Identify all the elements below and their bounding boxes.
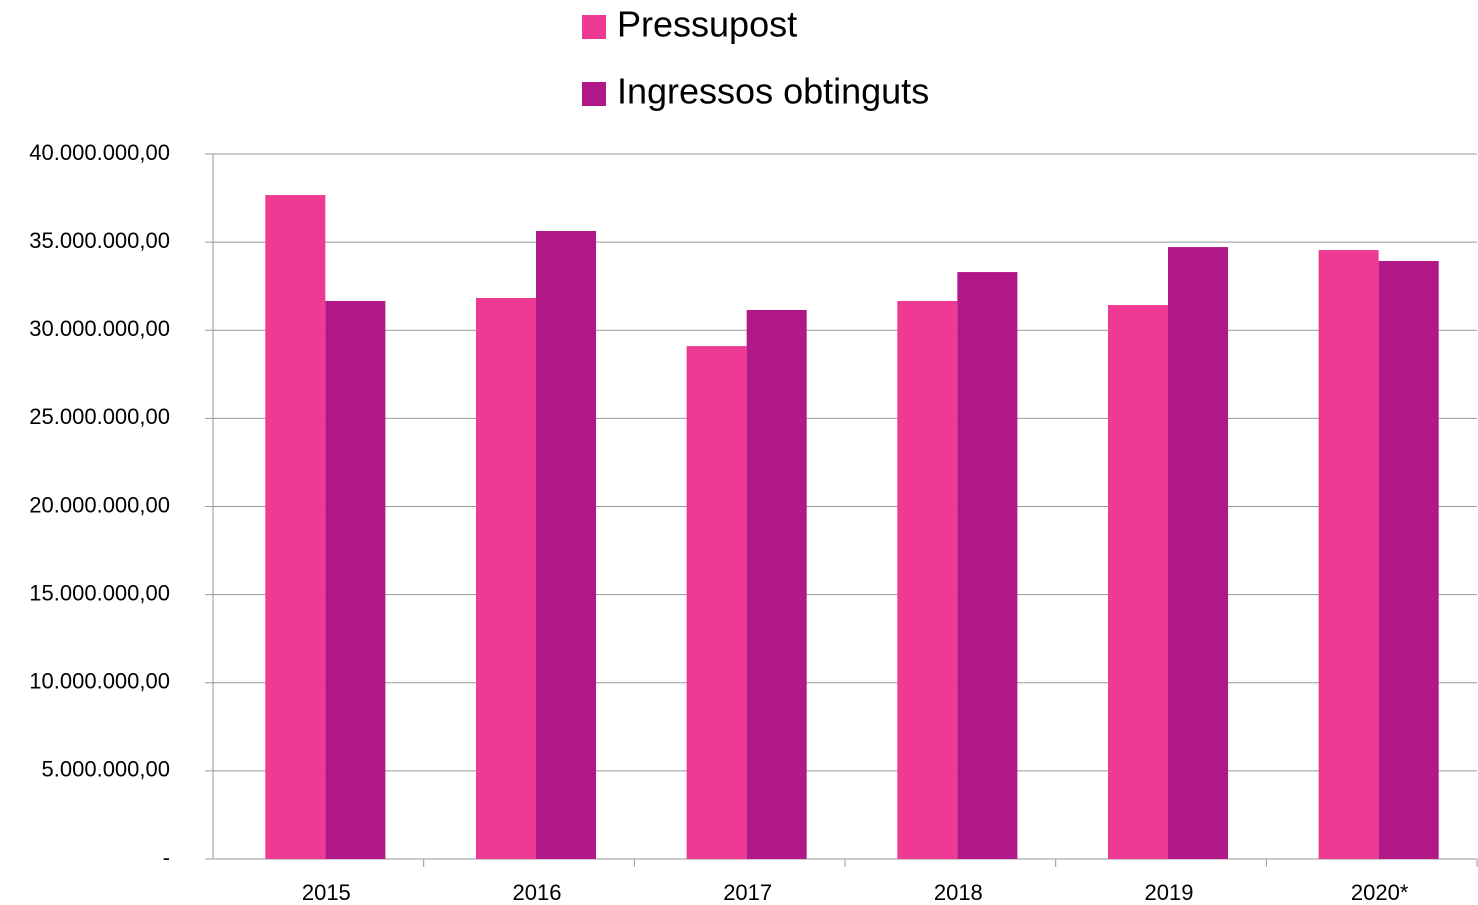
bar [957,272,1018,859]
y-tick-label: 20.000.000,00 [29,492,170,517]
legend-label: Pressupost [617,4,797,45]
bar [746,309,807,859]
y-tick-label: 30.000.000,00 [29,316,170,341]
bar [536,231,597,860]
x-tick-label: 2020* [1351,880,1409,905]
legend-swatch [582,15,606,39]
x-tick-label: 2019 [1145,880,1194,905]
y-tick-label: 25.000.000,00 [29,404,170,429]
legend-label: Ingressos obtinguts [617,71,929,112]
x-tick-label: 2018 [934,880,983,905]
y-tick-label: 40.000.000,00 [29,140,170,165]
bar [265,195,326,859]
x-tick-label: 2016 [513,880,562,905]
x-tick-label: 2015 [302,880,351,905]
bar [686,346,747,859]
bar [325,300,386,859]
bar [475,297,536,860]
y-tick-label: - [163,845,170,870]
y-tick-label: 35.000.000,00 [29,228,170,253]
y-tick-label: 15.000.000,00 [29,580,170,605]
legend-swatch [582,82,606,106]
x-tick-label: 2017 [723,880,772,905]
bar [1378,260,1439,859]
y-tick-label: 5.000.000,00 [42,757,170,782]
bar [1168,247,1229,859]
bar [1318,250,1379,859]
y-tick-label: 10.000.000,00 [29,669,170,694]
bar [1107,305,1168,859]
bar [897,300,958,859]
